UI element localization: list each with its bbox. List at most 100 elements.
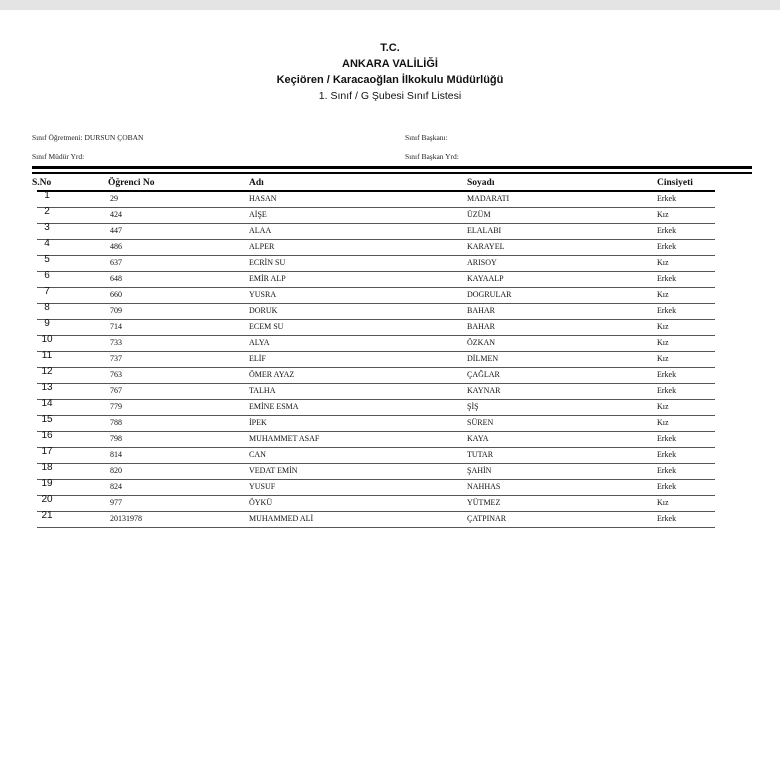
- row-sno: 17: [41, 446, 53, 457]
- row-surname: ÇAĞLAR: [467, 370, 500, 379]
- table-row: 5 637 ECRİN SU ARISOY Kız: [37, 254, 715, 272]
- row-student-no: 814: [110, 450, 122, 459]
- row-surname: KAYNAR: [467, 386, 501, 395]
- row-gender: Kız: [657, 418, 669, 427]
- row-gender: Erkek: [657, 226, 677, 235]
- row-surname: ELALABI: [467, 226, 502, 235]
- row-student-no: 648: [110, 274, 122, 283]
- row-gender: Kız: [657, 338, 669, 347]
- row-student-no: 660: [110, 290, 122, 299]
- row-gender: Erkek: [657, 274, 677, 283]
- row-surname: MADARATI: [467, 194, 510, 203]
- row-student-no: 977: [110, 498, 122, 507]
- row-sno: 3: [44, 222, 50, 233]
- row-name: VEDAT EMİN: [249, 466, 298, 475]
- row-surname: BAHAR: [467, 306, 496, 315]
- row-sno: 8: [44, 302, 50, 313]
- row-sno: 2: [44, 206, 50, 217]
- row-sno: 4: [44, 238, 50, 249]
- table-row: 6 648 EMİR ALP KAYAALP Erkek: [37, 270, 715, 288]
- row-surname: ŞİŞ: [467, 402, 479, 411]
- col-name: Adı: [249, 178, 264, 188]
- row-student-no: 714: [110, 322, 122, 331]
- class-teacher: Sınıf Öğretmeni: DURSUN ÇOBAN: [32, 133, 144, 142]
- divider: [32, 172, 752, 174]
- table-row: 17 814 CAN TUTAR Erkek: [37, 446, 715, 464]
- table-row: 12 763 ÖMER AYAZ ÇAĞLAR Erkek: [37, 366, 715, 384]
- table-row: 10 733 ALYA ÖZKAN Kız: [37, 334, 715, 352]
- row-student-no: 447: [110, 226, 122, 235]
- viewer-top-bar: [0, 0, 780, 10]
- row-gender: Kız: [657, 498, 669, 507]
- row-sno: 21: [41, 510, 53, 521]
- table-row: 18 820 VEDAT EMİN ŞAHİN Erkek: [37, 462, 715, 480]
- row-surname: KARAYEL: [467, 242, 505, 251]
- row-name: ALYA: [249, 338, 270, 347]
- row-student-no: 424: [110, 210, 122, 219]
- row-name: ELİF: [249, 354, 266, 363]
- col-sno: S.No: [32, 178, 52, 188]
- row-name: DORUK: [249, 306, 278, 315]
- row-sno: 16: [41, 430, 53, 441]
- header-governorship: ANKARA VALİLİĞİ: [342, 58, 438, 70]
- row-surname: DOGRULAR: [467, 290, 512, 299]
- row-name: ECRİN SU: [249, 258, 286, 267]
- row-name: İPEK: [249, 418, 267, 427]
- row-gender: Erkek: [657, 386, 677, 395]
- row-surname: KAYAALP: [467, 274, 504, 283]
- row-sno: 20: [41, 494, 53, 505]
- row-gender: Kız: [657, 322, 669, 331]
- header-tc: T.C.: [380, 42, 400, 54]
- assistant-principal: Sınıf Müdür Yrd:: [32, 152, 85, 161]
- row-student-no: 767: [110, 386, 122, 395]
- row-student-no: 486: [110, 242, 122, 251]
- row-name: ALAA: [249, 226, 272, 235]
- row-gender: Kız: [657, 402, 669, 411]
- class-president: Sınıf Başkanı:: [405, 133, 448, 142]
- table-row: 20 977 ÖYKÜ YÜTMEZ Kız: [37, 494, 715, 512]
- row-gender: Kız: [657, 290, 669, 299]
- class-vice-president: Sınıf Başkan Yrd:: [405, 152, 459, 161]
- table-row: 7 660 YUSRA DOGRULAR Kız: [37, 286, 715, 304]
- table-row: 19 824 YUSUF NAHHAS Erkek: [37, 478, 715, 496]
- row-surname: SÜREN: [467, 418, 494, 427]
- row-name: HASAN: [249, 194, 277, 203]
- row-student-no: 709: [110, 306, 122, 315]
- col-student-no: Öğrenci No: [108, 178, 155, 188]
- table-row: 9 714 ECEM SU BAHAR Kız: [37, 318, 715, 336]
- row-sno: 10: [41, 334, 53, 345]
- row-student-no: 737: [110, 354, 122, 363]
- table-row: 11 737 ELİF DİLMEN Kız: [37, 350, 715, 368]
- header-underline: [37, 190, 715, 192]
- table-row: 4 486 ALPER KARAYEL Erkek: [37, 238, 715, 256]
- row-name: MUHAMMET ASAF: [249, 434, 320, 443]
- row-sno: 1: [44, 190, 50, 201]
- row-surname: BAHAR: [467, 322, 496, 331]
- row-surname: NAHHAS: [467, 482, 501, 491]
- row-student-no: 763: [110, 370, 122, 379]
- header-school: Keçiören / Karacaoğlan İlkokulu Müdürlüğ…: [276, 74, 504, 86]
- row-sno: 14: [41, 398, 53, 409]
- row-student-no: 820: [110, 466, 122, 475]
- row-sno: 13: [41, 382, 53, 393]
- row-gender: Erkek: [657, 194, 677, 203]
- table-row: 13 767 TALHA KAYNAR Erkek: [37, 382, 715, 400]
- row-sno: 18: [41, 462, 53, 473]
- row-surname: TUTAR: [467, 450, 494, 459]
- row-name: ALPER: [249, 242, 275, 251]
- col-gender: Cinsiyeti: [657, 178, 693, 188]
- row-name: YUSUF: [249, 482, 276, 491]
- row-gender: Erkek: [657, 306, 677, 315]
- row-sno: 19: [41, 478, 53, 489]
- row-name: EMİR ALP: [249, 274, 286, 283]
- row-gender: Kız: [657, 354, 669, 363]
- row-student-no: 29: [110, 194, 118, 203]
- table-row: 8 709 DORUK BAHAR Erkek: [37, 302, 715, 320]
- row-gender: Erkek: [657, 450, 677, 459]
- table-row: 2 424 AİŞE ÜZÜM Kız: [37, 206, 715, 224]
- table-row: 21 20131978 MUHAMMED ALİ ÇATPINAR Erkek: [37, 510, 715, 528]
- row-gender: Erkek: [657, 514, 677, 523]
- row-gender: Kız: [657, 258, 669, 267]
- table-row: 1 29 HASAN MADARATI Erkek: [37, 190, 715, 208]
- row-name: AİŞE: [249, 210, 267, 219]
